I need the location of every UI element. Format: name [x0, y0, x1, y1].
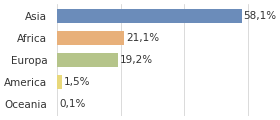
- Text: 21,1%: 21,1%: [126, 33, 159, 43]
- Text: 1,5%: 1,5%: [63, 77, 90, 87]
- Text: 58,1%: 58,1%: [244, 11, 277, 21]
- Text: 0,1%: 0,1%: [59, 99, 85, 109]
- Text: 19,2%: 19,2%: [120, 55, 153, 65]
- Bar: [57, 53, 118, 67]
- Bar: [57, 9, 242, 23]
- Bar: [57, 31, 124, 45]
- Bar: [57, 75, 62, 89]
